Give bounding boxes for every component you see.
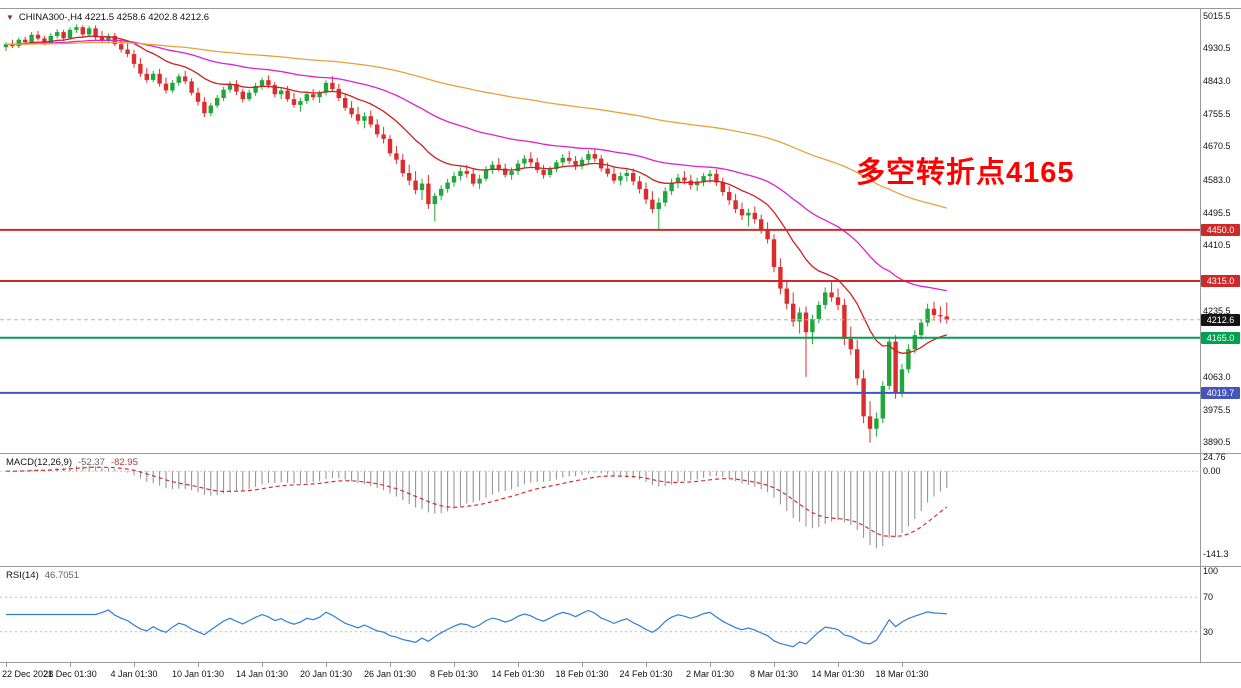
price-badge: 4212.6 xyxy=(1201,313,1240,326)
time-axis-tick xyxy=(710,663,711,667)
price-axis-label: 4063.0 xyxy=(1203,371,1231,382)
time-axis-tick xyxy=(326,663,327,667)
price-axis-label: 3890.5 xyxy=(1203,436,1231,447)
rsi-title: RSI(14) xyxy=(6,570,39,581)
main-chart-canvas[interactable] xyxy=(0,9,1200,453)
price-badge: 4019.7 xyxy=(1201,386,1240,399)
price-axis-label: 4843.0 xyxy=(1203,76,1231,86)
price-axis-label: 4235.5 xyxy=(1203,306,1231,317)
time-axis-tick xyxy=(262,663,263,667)
price-axis-border xyxy=(1200,9,1201,663)
time-axis-label: 18 Feb 01:30 xyxy=(555,669,609,679)
time-axis-label: 14 Jan 01:30 xyxy=(235,669,289,679)
time-axis-label: 2 Mar 01:30 xyxy=(685,669,735,679)
time-axis-label: 4 Jan 01:30 xyxy=(110,669,158,679)
time-axis-tick xyxy=(134,663,135,667)
price-axis-label: 4583.0 xyxy=(1203,174,1231,185)
time-axis-label: 14 Feb 01:30 xyxy=(491,669,545,679)
macd-value-signal: -82.95 xyxy=(110,457,138,468)
time-axis-tick xyxy=(902,663,903,667)
price-axis[interactable]: 5015.5 4930.5 4843.0 4755.5 4670.5 4583.0 4495… xyxy=(1201,9,1241,663)
macd-axis-label: -141.3 xyxy=(1203,548,1229,559)
macd-panel: MACD(12,26,9) -52.37 -82.95 xyxy=(0,454,1200,566)
chart-annotation: 多空转折点4165 xyxy=(856,157,1075,189)
chart-dropdown-icon[interactable]: ▼ xyxy=(6,13,14,22)
macd-title: MACD(12,26,9) xyxy=(6,457,72,468)
time-axis-label: 28 Dec 01:30 xyxy=(43,669,97,679)
time-axis-tick xyxy=(198,663,199,667)
macd-header: MACD(12,26,9) -52.37 -82.95 xyxy=(6,457,138,468)
rsi-header: RSI(14) 46.7051 xyxy=(6,570,79,581)
time-axis-tick xyxy=(390,663,391,667)
time-axis-label: 10 Jan 01:30 xyxy=(171,669,225,679)
time-axis-label: 18 Mar 01:30 xyxy=(875,669,929,679)
symbol-header: ▼ CHINA300-,H4 4221.5 4258.6 4202.8 4212.… xyxy=(6,12,209,23)
price-axis-label: 4930.5 xyxy=(1203,42,1231,53)
time-axis-label: 24 Feb 01:30 xyxy=(619,669,673,679)
time-axis-tick xyxy=(582,663,583,667)
price-axis-label: 4495.5 xyxy=(1203,207,1231,218)
price-badge: 4450.0 xyxy=(1201,223,1240,236)
time-axis-tick xyxy=(646,663,647,667)
price-badge: 4165.0 xyxy=(1201,331,1240,344)
price-axis-label: 4755.5 xyxy=(1203,109,1231,120)
time-axis-tick xyxy=(518,663,519,667)
rsi-axis-label: 70 xyxy=(1203,592,1214,603)
price-axis-label: 4670.5 xyxy=(1203,141,1231,152)
time-axis-label: 26 Jan 01:30 xyxy=(363,669,417,679)
time-axis-label: 20 Jan 01:30 xyxy=(299,669,353,679)
time-axis-tick xyxy=(70,663,71,667)
time-axis-tick xyxy=(454,663,455,667)
symbol-info: CHINA300-,H4 4221.5 4258.6 4202.8 4212.6 xyxy=(18,12,210,23)
panel-separator-macd-rsi[interactable] xyxy=(0,566,1241,567)
rsi-panel: RSI(14) 46.7051 xyxy=(0,567,1200,662)
time-axis-label: 14 Mar 01:30 xyxy=(811,669,865,679)
time-axis-tick xyxy=(838,663,839,667)
macd-value-main: -52.37 xyxy=(78,457,105,468)
time-axis-label: 8 Mar 01:30 xyxy=(749,669,799,679)
time-axis[interactable]: 22 Dec 2021 28 Dec 01:30 4 Jan 01:30 10 Jan… xyxy=(0,663,1241,688)
main-chart-panel: ▼ CHINA300-,H4 4221.5 4258.6 4202.8 4212.… xyxy=(0,9,1200,453)
price-axis-label: 3975.5 xyxy=(1203,404,1231,415)
rsi-value: 46.7051 xyxy=(44,570,80,581)
rsi-canvas[interactable] xyxy=(0,567,1200,662)
panel-separator-main-macd[interactable] xyxy=(0,453,1241,454)
time-axis-tick xyxy=(774,663,775,667)
price-axis-label: 5015.5 xyxy=(1203,10,1231,21)
macd-axis-label: 24.76 xyxy=(1203,451,1226,462)
price-axis-label: 4410.5 xyxy=(1203,239,1231,250)
time-axis-label: 8 Feb 01:30 xyxy=(429,669,479,679)
chart-window: ▼ CHINA300-,H4 4221.5 4258.6 4202.8 4212.… xyxy=(0,8,1241,688)
rsi-axis-label: 100 xyxy=(1203,566,1219,577)
macd-canvas[interactable] xyxy=(0,454,1200,566)
panel-separator-bottom xyxy=(0,662,1241,663)
price-badge: 4315.0 xyxy=(1201,275,1240,287)
rsi-axis-label: 30 xyxy=(1203,626,1214,637)
macd-axis-label: 0.00 xyxy=(1203,466,1221,477)
time-axis-label: 22 Dec 2021 xyxy=(2,669,54,679)
time-axis-tick xyxy=(6,663,7,667)
